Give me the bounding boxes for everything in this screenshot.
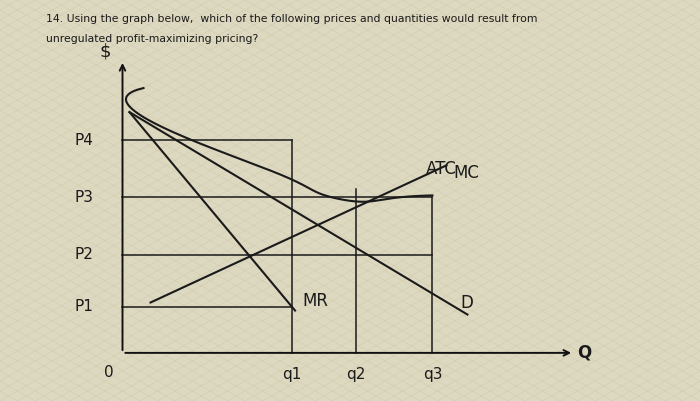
Text: ATC: ATC xyxy=(426,160,456,178)
Text: unregulated profit-maximizing pricing?: unregulated profit-maximizing pricing? xyxy=(46,34,258,44)
Text: P1: P1 xyxy=(75,299,93,314)
Text: q2: q2 xyxy=(346,367,365,383)
Text: D: D xyxy=(461,294,473,312)
Text: 14. Using the graph below,  which of the following prices and quantities would r: 14. Using the graph below, which of the … xyxy=(46,14,537,24)
Text: MR: MR xyxy=(302,292,328,310)
Text: P4: P4 xyxy=(75,133,93,148)
Text: $: $ xyxy=(99,42,111,60)
Text: 0: 0 xyxy=(104,365,113,381)
Text: P2: P2 xyxy=(75,247,93,262)
Text: P3: P3 xyxy=(74,190,94,205)
Text: q1: q1 xyxy=(282,367,301,383)
Text: q3: q3 xyxy=(423,367,442,383)
Text: Q: Q xyxy=(578,344,592,362)
Text: MC: MC xyxy=(454,164,480,182)
